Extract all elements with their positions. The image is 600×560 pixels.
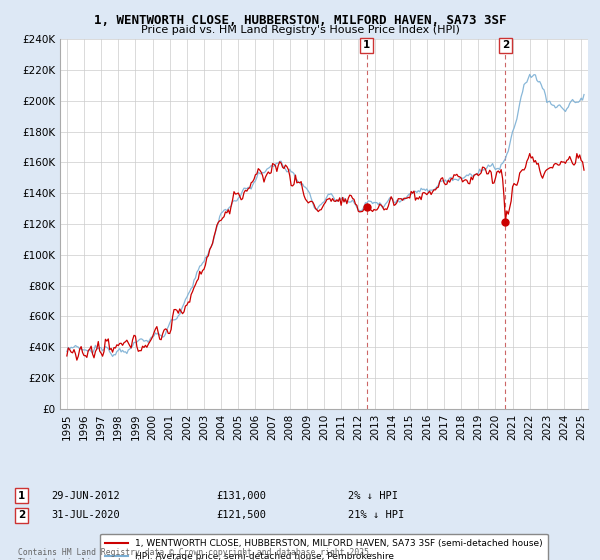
Text: 2: 2 <box>18 510 25 520</box>
Text: 31-JUL-2020: 31-JUL-2020 <box>51 510 120 520</box>
Text: 21% ↓ HPI: 21% ↓ HPI <box>348 510 404 520</box>
Text: 2: 2 <box>502 40 509 50</box>
Text: 1, WENTWORTH CLOSE, HUBBERSTON, MILFORD HAVEN, SA73 3SF: 1, WENTWORTH CLOSE, HUBBERSTON, MILFORD … <box>94 14 506 27</box>
Text: 29-JUN-2012: 29-JUN-2012 <box>51 491 120 501</box>
Text: Price paid vs. HM Land Registry's House Price Index (HPI): Price paid vs. HM Land Registry's House … <box>140 25 460 35</box>
Text: 1: 1 <box>363 40 370 50</box>
Legend: 1, WENTWORTH CLOSE, HUBBERSTON, MILFORD HAVEN, SA73 3SF (semi-detached house), H: 1, WENTWORTH CLOSE, HUBBERSTON, MILFORD … <box>100 534 548 560</box>
Text: 1: 1 <box>18 491 25 501</box>
Text: £131,000: £131,000 <box>216 491 266 501</box>
Text: 2% ↓ HPI: 2% ↓ HPI <box>348 491 398 501</box>
Text: Contains HM Land Registry data © Crown copyright and database right 2025.
This d: Contains HM Land Registry data © Crown c… <box>18 548 374 560</box>
Text: £121,500: £121,500 <box>216 510 266 520</box>
